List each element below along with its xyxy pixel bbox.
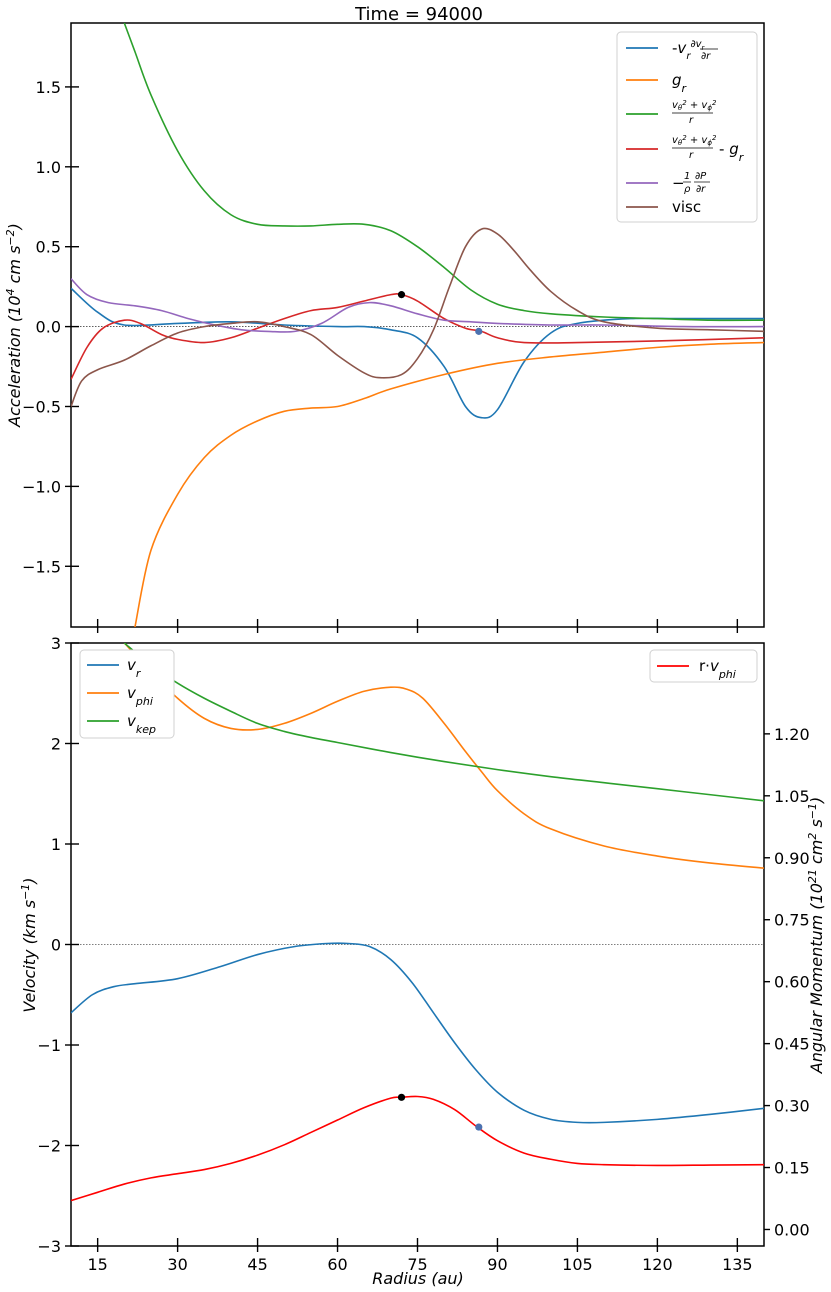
top-y-tick-label-2: −0.5: [22, 397, 61, 416]
chart-title: Time = 94000: [354, 4, 483, 25]
legend-pressure-dp: ∂P: [695, 171, 707, 182]
legend-label-minus-gr: - gr: [719, 140, 745, 164]
bottom-marker-1: [475, 1123, 483, 1131]
top-marker-1: [475, 327, 483, 335]
bottom-y-axis-label: Velocity (km s−1): [19, 877, 40, 1012]
bottom-y2-tick-label-2: 0.30: [774, 1097, 810, 1116]
legend-denominator-red: r: [689, 150, 694, 161]
acceleration-panel: −1.5 −1.0 −0.5 0.0 0.5 1.0 1.5 Acceleration (1…: [4, 22, 765, 633]
bottom-series-v-kep: [123, 643, 764, 802]
bottom-marker-0: [397, 1093, 406, 1101]
bottom-y-tick-label-0: −3: [37, 1237, 61, 1256]
top-series-v-theta-2-v-phi-2-r: [123, 23, 764, 322]
legend-label-visc: visc: [672, 198, 701, 216]
x-tick-label-90: 90: [487, 1255, 507, 1274]
legend-pressure-rho: ρ: [684, 184, 691, 195]
bottom-series-v-phi: [123, 643, 764, 869]
top-y-tick-label-5: 1.0: [36, 158, 61, 177]
top-series-g-r: [134, 341, 764, 627]
top-y-tick-label-0: −1.5: [22, 557, 61, 576]
top-series-1-rho-dp-dr: [71, 278, 764, 333]
bottom-right-legend-box: [649, 649, 758, 683]
bottom-y2-tick-label-5: 0.75: [774, 911, 810, 930]
bottom-series-v-r: [71, 942, 764, 1124]
top-axis-ticks: −1.5 −1.0 −0.5 0.0 0.5 1.0 1.5: [22, 78, 739, 633]
legend-denominator-green: r: [689, 115, 694, 126]
bottom-series-r-v-phi: [71, 1095, 764, 1202]
bottom-axis-ticks: 15 30 45 60 75 90 105 120 135 −3 −2 −1 0 1 2 3 0.00 0.15 0…: [37, 634, 809, 1274]
bottom-y2-tick-label-4: 0.60: [774, 973, 810, 992]
bottom-y2-tick-label-1: 0.15: [774, 1159, 810, 1178]
legend-label-pressure: −: [672, 174, 685, 192]
bottom-left-legend: vr vphi vkep: [79, 649, 175, 739]
top-y-axis-label: Acceleration (104 cm s−2): [4, 223, 25, 428]
bottom-y-tick-label-5: 2: [51, 735, 61, 754]
bottom-y2-axis-label: Angular Momentum (1021 cm2 s−1): [806, 797, 827, 1075]
bottom-series-lines: [71, 643, 764, 1202]
x-tick-label-135: 135: [722, 1255, 753, 1274]
x-tick-label-105: 105: [562, 1255, 593, 1274]
bottom-y-tick-label-6: 3: [51, 634, 61, 653]
x-tick-label-75: 75: [407, 1255, 427, 1274]
x-tick-label-120: 120: [642, 1255, 673, 1274]
bottom-markers: [397, 1093, 483, 1131]
top-legend: -vr∂vr ∂r gr vθ2 + vϕ2 r vθ2 + vϕ2 r - g…: [616, 31, 758, 223]
top-series-lines: [71, 23, 764, 627]
bottom-y2-tick-label-7: 1.05: [774, 787, 810, 806]
top-series-v-theta-2-v-phi-2-r-g-r: [71, 293, 764, 380]
bottom-y-tick-label-2: −1: [37, 1036, 61, 1055]
bottom-y2-tick-label-8: 1.20: [774, 725, 810, 744]
velocity-panel: 15 30 45 60 75 90 105 120 135 −3 −2 −1 0 1 2 3 0.00 0.15 0…: [19, 634, 827, 1288]
bottom-y2-tick-label-0: 0.00: [774, 1220, 810, 1239]
bottom-y-tick-label-1: −2: [37, 1137, 61, 1156]
x-tick-label-60: 60: [327, 1255, 347, 1274]
top-marker-0: [397, 291, 406, 299]
bottom-y2-tick-label-6: 0.90: [774, 849, 810, 868]
top-series-v-r-dv-r-dr: [71, 287, 764, 419]
top-series-visc: [71, 227, 764, 407]
top-y-tick-label-4: 0.5: [36, 238, 61, 257]
x-tick-label-45: 45: [247, 1255, 267, 1274]
x-tick-label-30: 30: [167, 1255, 187, 1274]
top-markers: [397, 291, 483, 335]
legend-denominator-vr: ∂r: [701, 51, 711, 62]
bottom-right-legend: r·vphi: [649, 649, 758, 683]
legend-pressure-frac-1: 1: [684, 171, 690, 182]
top-y-tick-label-3: 0.0: [36, 318, 61, 337]
bottom-y-tick-label-3: 0: [51, 936, 61, 955]
bottom-y2-tick-label-3: 0.45: [774, 1035, 810, 1054]
x-axis-label: Radius (au): [372, 1269, 464, 1288]
top-y-tick-label-6: 1.5: [36, 78, 61, 97]
top-y-tick-label-1: −1.0: [22, 477, 61, 496]
x-tick-label-15: 15: [87, 1255, 107, 1274]
legend-pressure-dr: ∂r: [696, 184, 706, 195]
bottom-y-tick-label-4: 1: [51, 835, 61, 854]
bottom-left-legend-box: [79, 649, 175, 739]
